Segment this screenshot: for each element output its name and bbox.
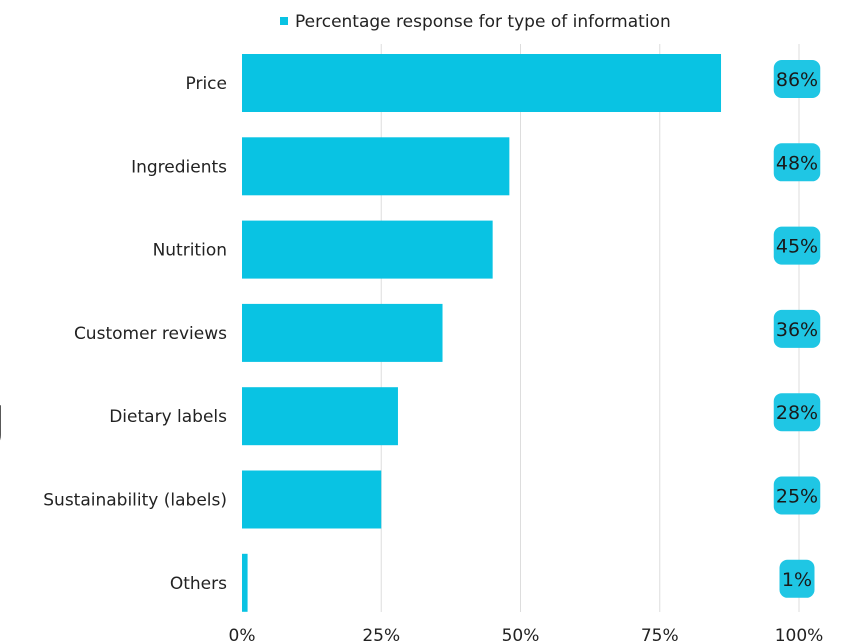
gridlines (380, 44, 800, 612)
legend-swatch (280, 17, 288, 25)
category-label: Ingredients (131, 157, 227, 177)
data-label-box (773, 143, 821, 182)
legend-label: Percentage response for type of informat… (295, 12, 671, 32)
bar (242, 54, 722, 112)
legend: Percentage response for type of informat… (280, 12, 671, 32)
x-tick-label: 25% (362, 626, 400, 644)
bar (242, 303, 443, 362)
category-label: Price (186, 74, 227, 94)
category-label: Nutrition (153, 241, 227, 261)
category-label: Customer reviews (74, 324, 227, 344)
data-label-box (773, 393, 821, 432)
bar (242, 387, 398, 446)
category-labels: Price Ingredients Nutrition Customer review… (43, 74, 227, 594)
data-label: 1% (782, 569, 812, 591)
data-label-box (773, 309, 821, 348)
category-label: Dietary labels (109, 407, 227, 427)
data-label: 86% (776, 69, 818, 91)
data-label: 45% (776, 236, 818, 258)
edge-glyph: J (0, 397, 5, 448)
data-label-box (773, 60, 821, 98)
x-tick-label: 100% (775, 626, 824, 644)
data-label-box (773, 226, 821, 265)
data-label: 28% (776, 402, 818, 424)
category-label: Others (170, 574, 227, 594)
x-axis-ticks: 0% 25% 50% 75% 100% (229, 626, 824, 644)
x-tick-label: 75% (641, 626, 679, 644)
bar (242, 470, 382, 529)
bar (242, 553, 248, 612)
data-label: 25% (776, 486, 818, 508)
data-label: 48% (776, 152, 818, 174)
bars (242, 54, 722, 612)
category-label: Sustainability (labels) (43, 491, 227, 511)
data-label: 36% (776, 319, 818, 341)
bar (242, 137, 510, 196)
data-label-box (779, 559, 815, 598)
data-label-box (773, 476, 821, 515)
value-labels: 86% 48% 45% 36% 28% 25% 1% (773, 60, 821, 598)
x-tick-label: 50% (502, 626, 540, 644)
x-tick-label: 0% (229, 626, 256, 644)
bar (242, 220, 493, 279)
